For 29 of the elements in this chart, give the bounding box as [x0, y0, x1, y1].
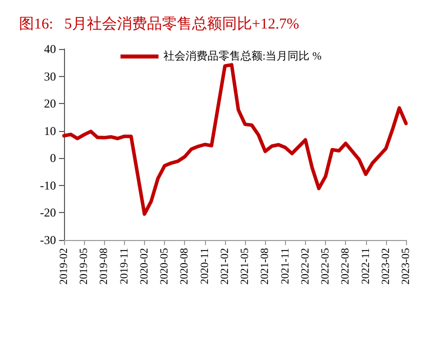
- y-tick-label: 10: [44, 124, 56, 138]
- x-tick-label: 2020-11: [198, 248, 211, 284]
- x-tick-label: 2021-11: [279, 248, 292, 284]
- x-tick-label: 2019-05: [78, 248, 90, 285]
- y-tick-label: 30: [44, 69, 56, 84]
- x-tick-label: 2022-11: [360, 248, 372, 284]
- x-tick-label: 2019-02: [58, 248, 70, 285]
- x-tick-label: 2020-05: [158, 248, 171, 285]
- y-tick-label: -30: [40, 233, 56, 247]
- x-tick-label: 2021-08: [259, 248, 272, 285]
- legend-label: 社会消费品零售总额:当月同比 %: [164, 50, 322, 62]
- x-tick-label: 2022-08: [340, 248, 352, 285]
- x-tick-label: 2021-02: [218, 248, 231, 285]
- x-tick-label: 2023-02: [380, 248, 392, 285]
- x-tick-label: 2022-05: [320, 248, 332, 285]
- y-tick-label: 20: [44, 96, 56, 111]
- x-tick-label: 2019-08: [98, 248, 110, 285]
- x-tick-label: 2021-05: [239, 248, 252, 285]
- line-series: [62, 63, 408, 216]
- y-tick-label: -10: [40, 178, 56, 192]
- chart-title: 图16: 5月社会消费品零售总额同比+12.7%: [19, 16, 300, 32]
- x-tick-label: 2023-05: [400, 248, 412, 285]
- y-tick-label: 40: [44, 42, 56, 56]
- x-tick-label: 2019-11: [118, 248, 130, 284]
- y-tick-label: -20: [40, 206, 56, 220]
- y-tick-label: 0: [50, 151, 56, 166]
- x-tick-label: 2020-08: [178, 248, 191, 285]
- x-tick-label: 2020-02: [138, 248, 150, 285]
- x-tick-label: 2022-02: [299, 248, 312, 285]
